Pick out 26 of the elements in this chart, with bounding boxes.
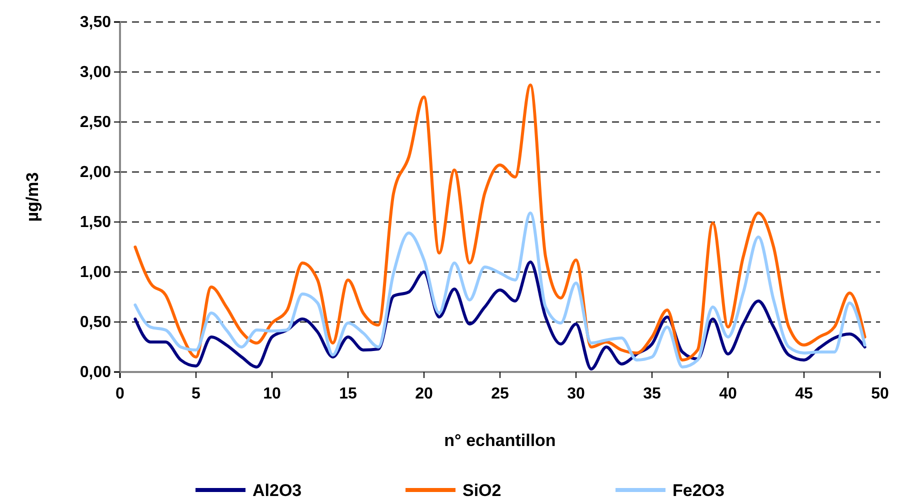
line-series xyxy=(134,212,866,368)
legend-label: Al2O3 xyxy=(252,481,302,499)
x-axis-title: n° echantillon xyxy=(444,431,556,450)
x-tick-label: 15 xyxy=(339,386,357,403)
legend-label: Fe2O3 xyxy=(672,481,724,499)
x-tick-label: 50 xyxy=(871,386,889,403)
x-tick-label: 30 xyxy=(567,386,585,403)
x-tick-label: 45 xyxy=(795,386,813,403)
x-tick-label: 5 xyxy=(192,386,201,403)
x-tick-label: 35 xyxy=(643,386,661,403)
y-tick-label: 0,50 xyxy=(80,314,112,332)
y-tick-label: 2,00 xyxy=(80,164,112,182)
line-series xyxy=(134,84,866,362)
y-tick-label: 0,00 xyxy=(80,364,112,382)
y-tick-label: 2,50 xyxy=(80,114,112,132)
x-tick-label: 20 xyxy=(415,386,433,403)
y-tick-label: 3,50 xyxy=(80,14,112,32)
x-tick-label: 0 xyxy=(116,386,125,403)
x-tick-label: 10 xyxy=(263,386,281,403)
y-axis-title: µg/m3 xyxy=(23,172,42,222)
y-tick-label: 1,00 xyxy=(80,264,112,282)
x-tick-label: 40 xyxy=(719,386,737,403)
legend-label: SiO2 xyxy=(462,481,502,499)
x-tick-label: 25 xyxy=(491,386,509,403)
y-tick-label: 3,00 xyxy=(80,64,112,82)
y-tick-label: 1,50 xyxy=(80,214,112,232)
